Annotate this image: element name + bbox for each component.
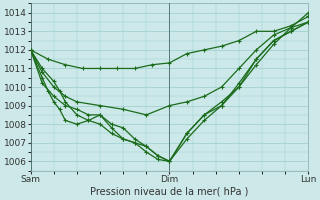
X-axis label: Pression niveau de la mer( hPa ): Pression niveau de la mer( hPa ) xyxy=(90,187,249,197)
